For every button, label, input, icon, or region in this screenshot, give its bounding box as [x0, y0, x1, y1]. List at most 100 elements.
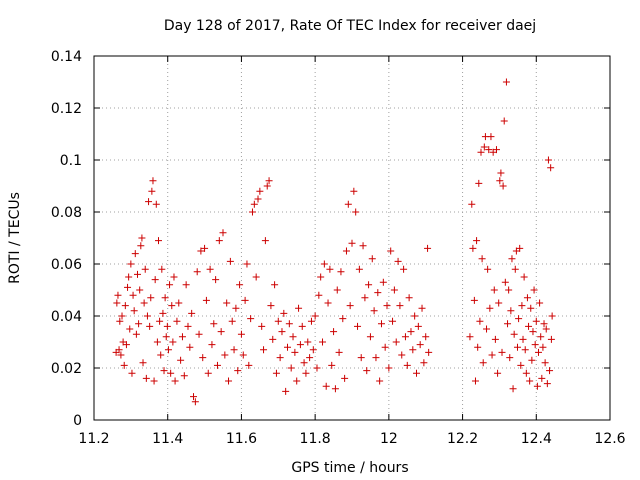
- data-point: [307, 317, 315, 325]
- data-point: [470, 296, 478, 304]
- data-point: [357, 354, 365, 362]
- data-point: [527, 304, 535, 312]
- data-point: [153, 338, 161, 346]
- y-tick-label: 0.04: [51, 309, 82, 325]
- data-point: [405, 294, 413, 302]
- x-tick-label: 12.6: [594, 431, 625, 447]
- y-tick-label: 0.14: [51, 49, 82, 65]
- data-point: [121, 302, 129, 310]
- data-point: [469, 244, 477, 252]
- data-point: [258, 322, 266, 330]
- data-point: [488, 351, 496, 359]
- chart-title: Day 128 of 2017, Rate Of TEC Index for r…: [164, 18, 536, 34]
- data-point: [120, 361, 128, 369]
- data-point: [215, 237, 223, 245]
- data-point: [422, 333, 430, 341]
- data-point: [520, 273, 528, 281]
- data-point: [126, 325, 134, 333]
- data-point: [124, 283, 132, 291]
- data-point: [394, 257, 402, 265]
- data-point: [333, 286, 341, 294]
- data-point: [202, 296, 210, 304]
- data-point: [149, 177, 157, 185]
- data-point: [420, 359, 428, 367]
- data-point: [182, 281, 190, 289]
- data-point: [468, 200, 476, 208]
- data-point: [226, 257, 234, 265]
- data-point: [319, 338, 327, 346]
- data-point: [204, 369, 212, 377]
- data-point: [515, 315, 523, 323]
- data-point: [466, 333, 474, 341]
- data-point: [499, 182, 507, 190]
- data-point: [276, 354, 284, 362]
- data-point: [175, 299, 183, 307]
- plot-frame: [93, 55, 611, 421]
- data-point: [225, 377, 233, 385]
- data-point: [381, 343, 389, 351]
- data-point: [377, 320, 385, 328]
- data-point: [188, 309, 196, 317]
- data-point: [483, 325, 491, 333]
- data-point: [508, 255, 516, 263]
- data-point: [163, 322, 171, 330]
- data-point: [480, 143, 488, 151]
- data-point: [494, 369, 502, 377]
- data-point: [348, 239, 356, 247]
- data-point: [517, 361, 525, 369]
- data-point: [315, 291, 323, 299]
- data-point: [342, 247, 350, 255]
- data-point: [271, 281, 279, 289]
- data-point: [492, 146, 500, 154]
- data-point: [219, 229, 227, 237]
- data-point: [241, 296, 249, 304]
- data-point: [350, 187, 358, 195]
- data-point: [526, 377, 534, 385]
- data-point: [320, 260, 328, 268]
- data-point: [300, 359, 308, 367]
- data-point: [522, 369, 530, 377]
- data-point: [140, 299, 148, 307]
- data-point: [363, 367, 371, 375]
- data-point: [295, 304, 303, 312]
- data-point: [411, 312, 419, 320]
- data-point: [116, 317, 124, 325]
- data-point: [135, 320, 143, 328]
- data-point: [497, 169, 505, 177]
- data-point: [530, 286, 538, 294]
- y-tick-label: 0.06: [51, 257, 82, 273]
- data-point: [170, 273, 178, 281]
- data-point: [156, 317, 164, 325]
- data-point: [201, 244, 209, 252]
- data-point: [138, 234, 146, 242]
- data-point: [379, 278, 387, 286]
- data-point: [485, 146, 493, 154]
- data-point: [495, 299, 503, 307]
- data-point: [147, 294, 155, 302]
- data-point: [267, 302, 275, 310]
- y-tick-label: 0: [73, 413, 82, 429]
- data-point: [293, 377, 301, 385]
- data-point: [285, 320, 293, 328]
- data-point: [228, 317, 236, 325]
- data-point: [491, 335, 499, 343]
- data-point: [335, 348, 343, 356]
- data-point: [539, 343, 547, 351]
- data-point: [212, 276, 220, 284]
- data-point: [372, 354, 380, 362]
- data-point: [161, 294, 169, 302]
- data-point: [166, 281, 174, 289]
- data-point: [414, 322, 422, 330]
- data-point: [265, 177, 273, 185]
- data-point: [339, 315, 347, 323]
- data-point: [361, 294, 369, 302]
- x-tick-label: 11.8: [300, 431, 331, 447]
- data-point: [396, 302, 404, 310]
- data-point: [252, 273, 260, 281]
- data-point: [272, 369, 280, 377]
- data-point: [263, 182, 271, 190]
- data-point: [355, 265, 363, 273]
- data-point: [337, 268, 345, 276]
- y-tick-label: 0.12: [51, 101, 82, 117]
- data-point: [365, 281, 373, 289]
